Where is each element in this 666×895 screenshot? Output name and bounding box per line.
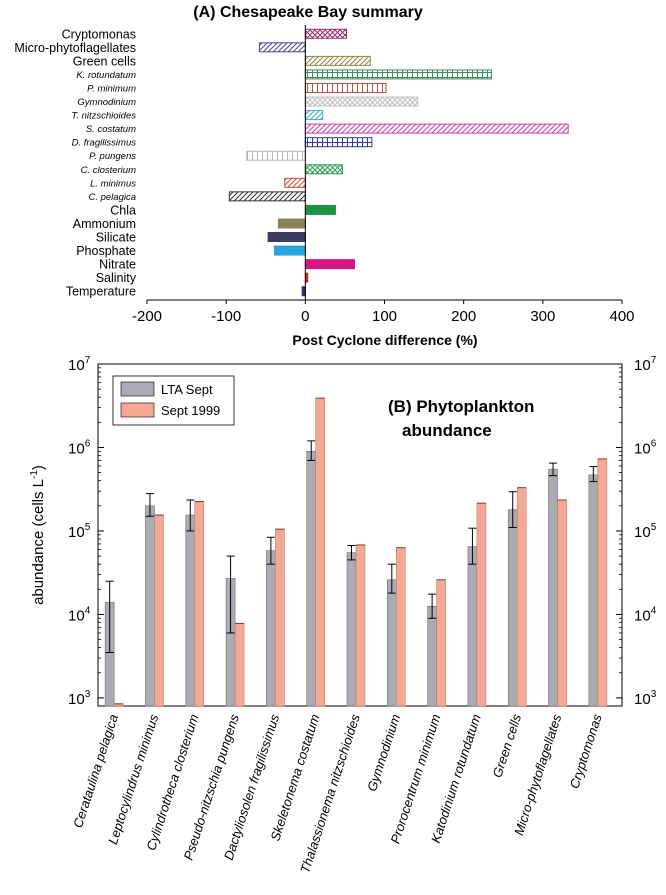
panel-a-bar-d-fragilissimus bbox=[304, 137, 373, 148]
panel-a-bar-chla bbox=[304, 204, 336, 215]
panel-b-y-tick-label-right: 107 bbox=[634, 355, 657, 374]
panel-a-bar-p-minimum bbox=[304, 82, 387, 93]
panel-a-x-tick-label: 100 bbox=[372, 308, 397, 325]
panel-b-bar-lta-sept-prorocentrum-minimum bbox=[427, 606, 437, 707]
panel-b-bar-sept-1999-cylindrotheca-closterium bbox=[194, 501, 205, 707]
panel-b-bar-lta-sept-cylindrotheca-closterium bbox=[185, 514, 196, 707]
panel-a-bar-phosphate bbox=[273, 245, 306, 256]
panel-a-category-label: T. nitzschioides bbox=[71, 111, 136, 122]
panel-a-category-label: Micro-phytoflagellates bbox=[14, 41, 136, 55]
panel-b-title-line-1: (B) Phytoplankton bbox=[388, 397, 534, 416]
panel-a-category-label: S. costatum bbox=[86, 124, 136, 135]
panel-b-y-tick-label-right: 106 bbox=[634, 438, 657, 457]
panel-b-y-tick-label-left: 107 bbox=[68, 355, 91, 374]
panel-a-x-tick-label: -200 bbox=[132, 308, 162, 325]
panel-a-category-label: Cryptomonas bbox=[62, 27, 136, 41]
panel-a-bar-silicate bbox=[267, 232, 306, 243]
panel-a-category-label: Salinity bbox=[96, 271, 137, 285]
legend-swatch-lta-sept bbox=[120, 381, 155, 397]
panel-b-bar-sept-1999-prorocentrum-minimum bbox=[436, 579, 446, 707]
panel-a-bar-l-minimus bbox=[284, 177, 306, 188]
panel-b-y-tick-label-left: 103 bbox=[68, 689, 91, 708]
panel-a-category-label: Silicate bbox=[96, 231, 136, 245]
panel-a-bar-k-rotundatum bbox=[304, 69, 492, 80]
panel-b-chart: 103 103 104 104 105 105 106 106 107 107 Ceratauli… bbox=[29, 355, 657, 875]
panel-a-bar-c-pelagica bbox=[228, 191, 306, 202]
panel-b-bar-sept-1999-skeletonema-costatum bbox=[315, 397, 325, 707]
panel-a-bar-t-nitzschioides bbox=[304, 110, 324, 121]
panel-a-category-label: C. closterium bbox=[81, 165, 137, 176]
panel-a-bar-green-cells bbox=[304, 55, 371, 66]
panel-a-category-label: C. pelagica bbox=[88, 192, 136, 203]
legend-label-sept-1999: Sept 1999 bbox=[161, 403, 220, 418]
panel-a-bar-ammonium bbox=[277, 218, 306, 229]
panel-a-x-tick-label: -100 bbox=[211, 308, 241, 325]
panel-b-x-tick-label: Cerataulina pelagica bbox=[70, 712, 121, 829]
panel-a-category-label: L. minimus bbox=[90, 178, 136, 189]
panel-a-bar-s-costatum bbox=[304, 123, 569, 134]
panel-b-bar-sept-1999-thalassionema-nitzschioides bbox=[355, 544, 366, 707]
panel-a-x-tick-label: 200 bbox=[451, 308, 476, 325]
panel-a-category-label: Nitrate bbox=[99, 258, 136, 272]
panel-a-x-tick-label: 400 bbox=[609, 308, 634, 325]
panel-a-x-axis-label: Post Cyclone difference (%) bbox=[292, 332, 477, 348]
panel-a-bar-c-closterium bbox=[304, 164, 344, 175]
panel-a-title: (A) Chesapeake Bay summary bbox=[193, 4, 423, 21]
panel-b-bar-sept-1999-green-cells bbox=[516, 487, 527, 707]
panel-b-y-tick-label-left: 106 bbox=[68, 438, 91, 457]
panel-b-bar-lta-sept-cryptomonas bbox=[588, 474, 599, 707]
panel-b-x-tick-label: Cryptomonas bbox=[567, 712, 605, 791]
panel-a-bar-nitrate bbox=[304, 259, 355, 270]
panel-a-bar-p-pungens bbox=[246, 150, 306, 161]
panel-a-category-label: Chla bbox=[110, 203, 136, 217]
panel-b-bar-lta-sept-gymnodinium bbox=[387, 579, 397, 707]
panel-b-bar-sept-1999-cryptomonas bbox=[597, 458, 608, 707]
legend-swatch-sept-1999 bbox=[120, 402, 155, 418]
panel-b-bar-lta-sept-leptocylindrus-minimus bbox=[145, 505, 155, 707]
legend-label-lta-sept: LTA Sept bbox=[161, 382, 213, 397]
panel-b-bar-lta-sept-skeletonema-costatum bbox=[306, 450, 316, 707]
panel-a-x-tick-label: 300 bbox=[530, 308, 555, 325]
panel-b-bar-lta-sept-green-cells bbox=[507, 509, 518, 707]
panel-a-category-label: K. rotundatum bbox=[76, 70, 136, 81]
panel-a-bar-micro-phytoflagellates bbox=[258, 42, 306, 53]
panel-b-bar-lta-sept-katodinium-rotundatum bbox=[467, 546, 478, 707]
panel-a-category-label: P. pungens bbox=[89, 151, 136, 162]
panel-b-title-line-2: abundance bbox=[402, 421, 492, 440]
panel-b-y-tick-label-right: 105 bbox=[634, 522, 657, 541]
panel-a-category-label: Green cells bbox=[73, 54, 136, 68]
panel-b-y-axis-label: abundance (cells L-1) bbox=[29, 465, 47, 605]
panel-b-bar-sept-1999-micro-phytoflagellates bbox=[557, 499, 567, 707]
panel-b-bar-sept-1999-leptocylindrus-minimus bbox=[154, 514, 164, 707]
panel-b-y-tick-label-left: 105 bbox=[68, 522, 91, 541]
panel-a-x-tick-label: 0 bbox=[301, 308, 309, 325]
panel-a-bar-gymnodinium bbox=[304, 96, 419, 107]
panel-a-chart: (A) Chesapeake Bay summary CryptomonasMi… bbox=[14, 4, 634, 348]
panel-b-x-tick-label: Green cells bbox=[490, 712, 525, 780]
panel-a-category-label: P. minimum bbox=[87, 83, 136, 94]
panel-a-bar-cryptomonas bbox=[304, 28, 348, 39]
panel-b-bar-sept-1999-gymnodinium bbox=[396, 547, 406, 707]
panel-a-category-label: Phosphate bbox=[76, 244, 136, 258]
panel-b-legend: LTA Sept Sept 1999 bbox=[112, 375, 235, 426]
panel-b-y-tick-label-left: 104 bbox=[68, 605, 91, 624]
panel-b-bar-sept-1999-dactyliosolen-fragilissimus bbox=[275, 528, 285, 707]
panel-b-bar-lta-sept-thalassionema-nitzschioides bbox=[346, 552, 357, 707]
panel-a-category-label: Ammonium bbox=[73, 217, 136, 231]
panel-b-x-tick-label: Gymnodinium bbox=[364, 712, 403, 793]
panel-b-bar-lta-sept-micro-phytoflagellates bbox=[548, 468, 558, 707]
panel-b-bar-sept-1999-katodinium-rotundatum bbox=[476, 502, 487, 707]
panel-b-y-tick-label-right: 104 bbox=[634, 605, 657, 624]
panel-a-category-label: Temperature bbox=[66, 285, 136, 299]
panel-b-bar-sept-1999-pseudo-nitzschia-pungens bbox=[234, 623, 245, 707]
panel-a-category-label: D. fragilissimus bbox=[72, 138, 137, 149]
panel-b-bar-lta-sept-dactyliosolen-fragilissimus bbox=[266, 550, 276, 707]
panel-a-category-label: Gymnodinium bbox=[77, 97, 136, 108]
panel-b-y-tick-label-right: 103 bbox=[634, 689, 657, 708]
